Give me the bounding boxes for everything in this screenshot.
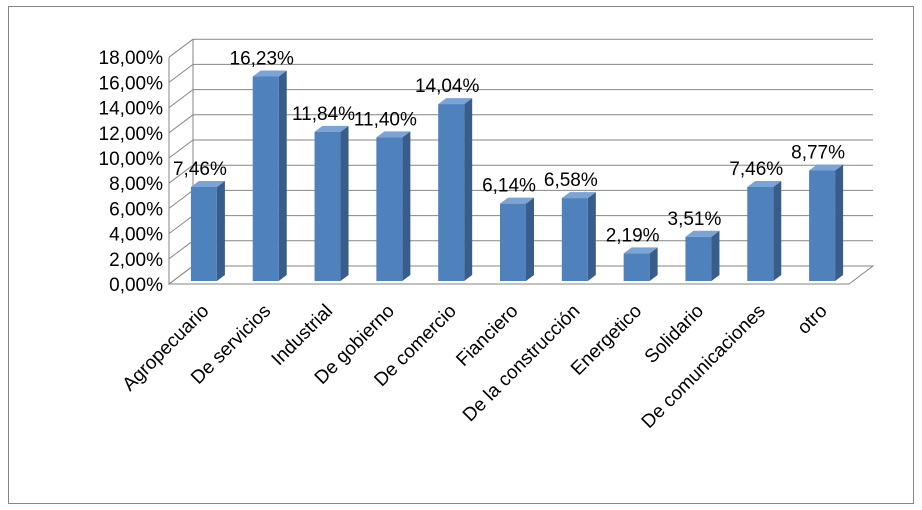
bar-front (190, 187, 217, 281)
gridline-depth (168, 189, 194, 209)
bar-front (561, 198, 588, 281)
bar-top (252, 70, 287, 77)
gridline-depth (168, 114, 194, 134)
chart-frame: 0,00% 2,00% 4,00% 6,00% 8,00% 10,00% 12,00% 14,… (8, 6, 914, 504)
bar (314, 125, 349, 281)
bar-top (561, 192, 596, 199)
bar (809, 164, 844, 281)
bar-top (809, 164, 844, 171)
bar-side (711, 230, 720, 281)
bar-top (623, 247, 658, 254)
bar-top (685, 230, 720, 237)
floor (167, 265, 875, 285)
data-label: 8,77% (791, 142, 845, 163)
y-tick-label: 12,00% (99, 124, 164, 145)
bar-top (438, 98, 473, 105)
bar-front (685, 236, 712, 281)
bar-side (649, 247, 658, 281)
data-label: 7,46% (173, 159, 227, 180)
bar-front (314, 131, 341, 281)
y-tick-label: 8,00% (109, 174, 163, 195)
data-label: 14,04% (415, 76, 480, 97)
bar (190, 181, 225, 281)
bar-side (340, 125, 349, 281)
y-axis-tick-labels: 0,00% 2,00% 4,00% 6,00% 8,00% 10,00% 12,00% 14,… (99, 48, 164, 296)
bar-front (376, 137, 403, 281)
data-label: 11,84% (292, 104, 355, 125)
y-tick-label: 10,00% (99, 149, 164, 170)
category-label: otro (794, 301, 832, 339)
gridline-depth (168, 164, 194, 184)
bar (623, 247, 658, 281)
data-label: 16,23% (230, 49, 295, 70)
y-tick-label: 2,00% (109, 250, 163, 271)
y-tick-label: 0,00% (109, 275, 163, 296)
y-tick-label: 6,00% (109, 199, 163, 220)
gridline-depth (168, 139, 194, 159)
bar (561, 192, 596, 281)
bar-side (464, 98, 473, 281)
bar (747, 181, 782, 281)
bar-top (190, 181, 225, 188)
bar-front (747, 187, 774, 281)
category-label: De la construcción (459, 301, 584, 426)
bar-side (216, 181, 225, 281)
bar-front (500, 203, 526, 281)
bar-side (402, 131, 411, 281)
bar (252, 70, 287, 281)
bar (438, 98, 473, 281)
y-tick-label: 18,00% (99, 48, 164, 69)
bar-top (500, 197, 534, 204)
bar-side (526, 197, 534, 281)
bar-side (835, 164, 844, 281)
data-label: 2,19% (606, 225, 660, 246)
gridline-depth (168, 64, 194, 83)
bar-side (278, 70, 287, 281)
category-label: De comunicaciones (638, 301, 770, 433)
bar-side (587, 192, 596, 281)
bar-side (773, 181, 782, 281)
data-labels: 7,46% 16,23% 11,84%11,40% 14,04% 6,14% 6,58% 2… (173, 49, 845, 247)
bar-top (376, 131, 411, 138)
y-tick-label: 14,00% (99, 99, 164, 120)
bar (685, 230, 720, 281)
gridline-depth (168, 89, 194, 108)
data-label: 7,46% (729, 159, 783, 180)
y-tick-label: 16,00% (99, 73, 164, 94)
bar-front (252, 76, 279, 281)
gridline-depth (168, 215, 194, 235)
data-label: 11,40% (354, 109, 417, 130)
y-tick-label: 4,00% (109, 225, 163, 246)
bar (500, 197, 534, 281)
data-label: 3,51% (668, 209, 722, 230)
data-label: 6,58% (544, 170, 598, 191)
bar-top (314, 125, 349, 132)
bar-front (809, 170, 836, 281)
bar-front (438, 104, 465, 281)
bars (190, 70, 844, 281)
gridline-depth (168, 240, 194, 260)
gridline-depth (168, 38, 194, 58)
data-label: 6,14% (482, 176, 536, 197)
bar (376, 131, 411, 281)
bar-chart: 0,00% 2,00% 4,00% 6,00% 8,00% 10,00% 12,00% 14,… (99, 38, 875, 433)
chart-floor (167, 265, 875, 285)
bar-top (747, 181, 782, 188)
bar-front (623, 253, 650, 281)
